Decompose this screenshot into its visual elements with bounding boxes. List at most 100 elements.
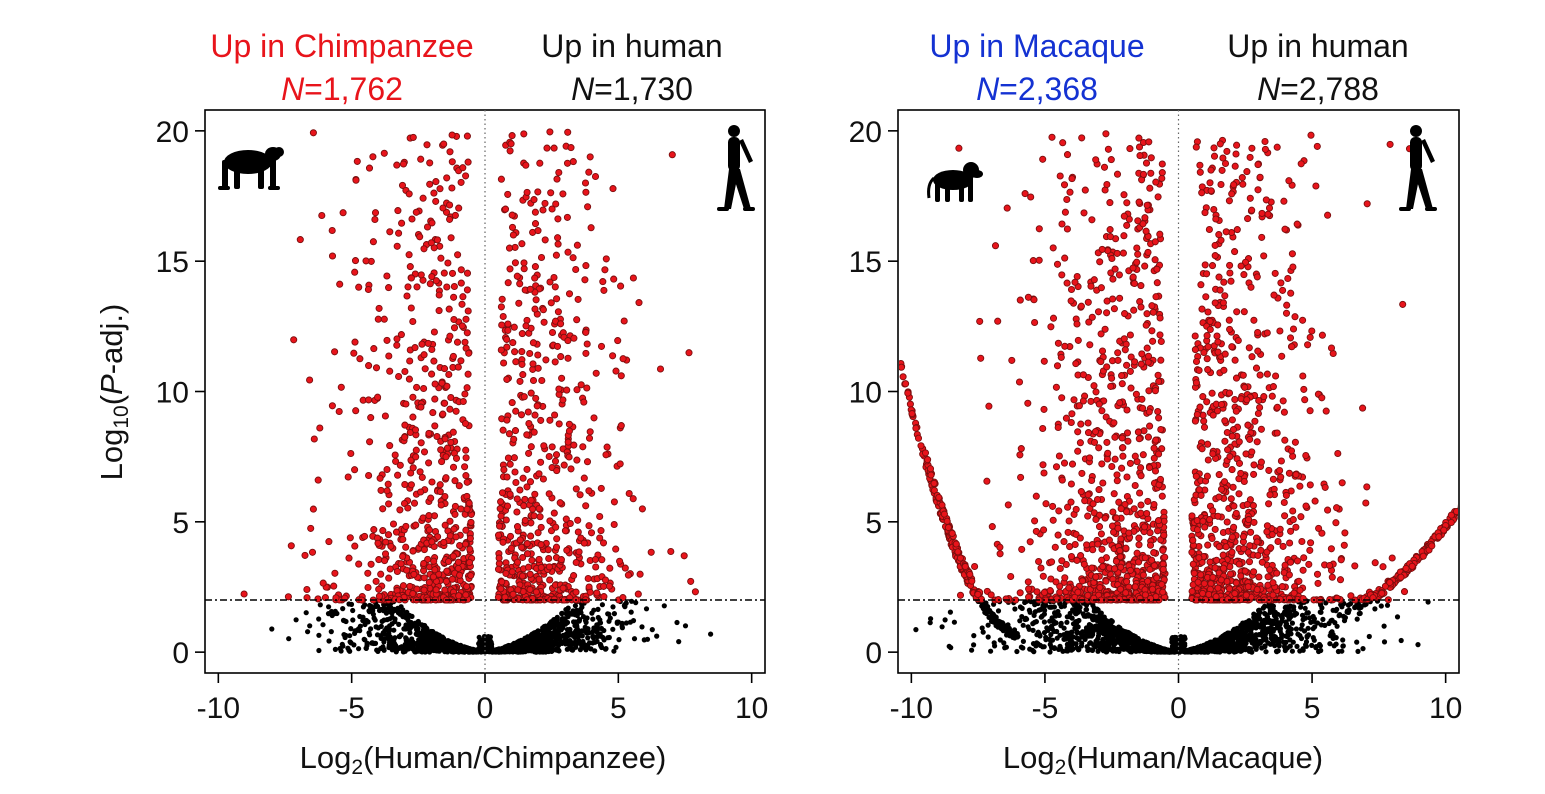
nonsignificant-point [1287,608,1293,615]
nonsignificant-point [1054,628,1060,635]
significant-point [566,519,574,528]
nonsignificant-point [1073,635,1080,641]
significant-point [506,532,515,540]
nonsignificant-point [633,600,639,606]
nonsignificant-point [498,647,504,653]
significant-point [523,188,531,196]
significant-point [440,365,449,373]
significant-point [449,352,457,360]
nonsignificant-point [1282,605,1288,611]
nonsignificant-point [971,642,977,648]
significant-point [522,322,530,330]
significant-point [521,516,529,524]
nonsignificant-point [1047,604,1054,610]
significant-point [625,489,633,498]
nonsignificant-point [461,648,467,654]
significant-point [553,295,561,303]
significant-point [529,339,537,347]
significant-point [506,265,514,273]
significant-point [385,500,393,508]
nonsignificant-point [1263,649,1269,655]
significant-point [517,411,526,419]
nonsignificant-point [1309,642,1315,649]
nonsignificant-point [661,603,667,609]
nonsignificant-point [1291,607,1297,613]
significant-point [375,592,383,600]
nonsignificant-point [514,639,521,645]
significant-point [406,582,414,590]
nonsignificant-point [490,648,496,654]
significant-point [499,426,507,434]
significant-point [605,582,613,590]
significant-point [586,428,594,436]
significant-point [520,393,528,401]
significant-point [546,517,554,525]
nonsignificant-point [1234,646,1240,652]
significant-point [624,571,632,579]
nonsignificant-point [1075,647,1081,653]
significant-point [505,430,513,438]
nonsignificant-point [341,632,347,638]
nonsignificant-point [1299,612,1306,618]
nonsignificant-point [613,644,619,650]
nonsignificant-point [942,617,948,623]
significant-point [437,254,445,262]
significant-point [451,211,459,219]
significant-point [561,527,569,535]
significant-point [432,197,440,205]
nonsignificant-point [1097,621,1103,628]
significant-point [577,381,585,389]
nonsignificant-point [422,622,428,629]
nonsignificant-point [1209,642,1215,648]
significant-point [409,133,417,141]
nonsignificant-point [547,641,553,647]
nonsignificant-point [1174,637,1180,643]
significant-point [680,552,688,560]
nonsignificant-point [1064,614,1070,620]
significant-point [500,359,508,367]
nonsignificant-point [1104,644,1110,650]
significant-point [537,458,545,466]
nonsignificant-point [1032,602,1038,608]
nonsignificant-point [588,646,594,652]
significant-point [409,393,417,401]
nonsignificant-point [708,631,714,637]
significant-point [423,223,432,231]
nonsignificant-point [1297,633,1303,639]
significant-point [380,149,388,157]
significant-point [417,403,425,411]
nonsignificant-point [1089,647,1096,654]
significant-point [465,558,474,567]
nonsignificant-point [1188,648,1194,654]
nonsignificant-point [979,625,985,631]
nonsignificant-point [1085,612,1091,618]
significant-point [454,251,462,259]
significant-point [617,422,625,430]
significant-point [552,451,561,459]
significant-point [537,523,545,531]
nonsignificant-point [476,634,482,640]
nonsignificant-point [1109,618,1115,625]
nonsignificant-point [373,624,379,630]
significant-point [535,504,543,513]
nonsignificant-point [391,627,397,633]
significant-point [545,554,553,563]
significant-point [370,526,378,534]
significant-point [518,360,526,368]
significant-point [432,178,440,186]
significant-point [606,564,614,572]
significant-point [513,558,522,566]
significant-point [610,275,618,283]
significant-point [603,443,611,451]
nonsignificant-point [1026,626,1032,632]
x-tick-label: -10 [197,692,240,725]
significant-point [420,546,428,554]
nonsignificant-point [565,627,571,634]
nonsignificant-point [1298,626,1304,632]
significant-point [638,505,646,513]
nonsignificant-point [374,647,380,653]
nonsignificant-point [376,607,383,614]
nonsignificant-point [1345,602,1351,608]
significant-point [441,586,449,594]
